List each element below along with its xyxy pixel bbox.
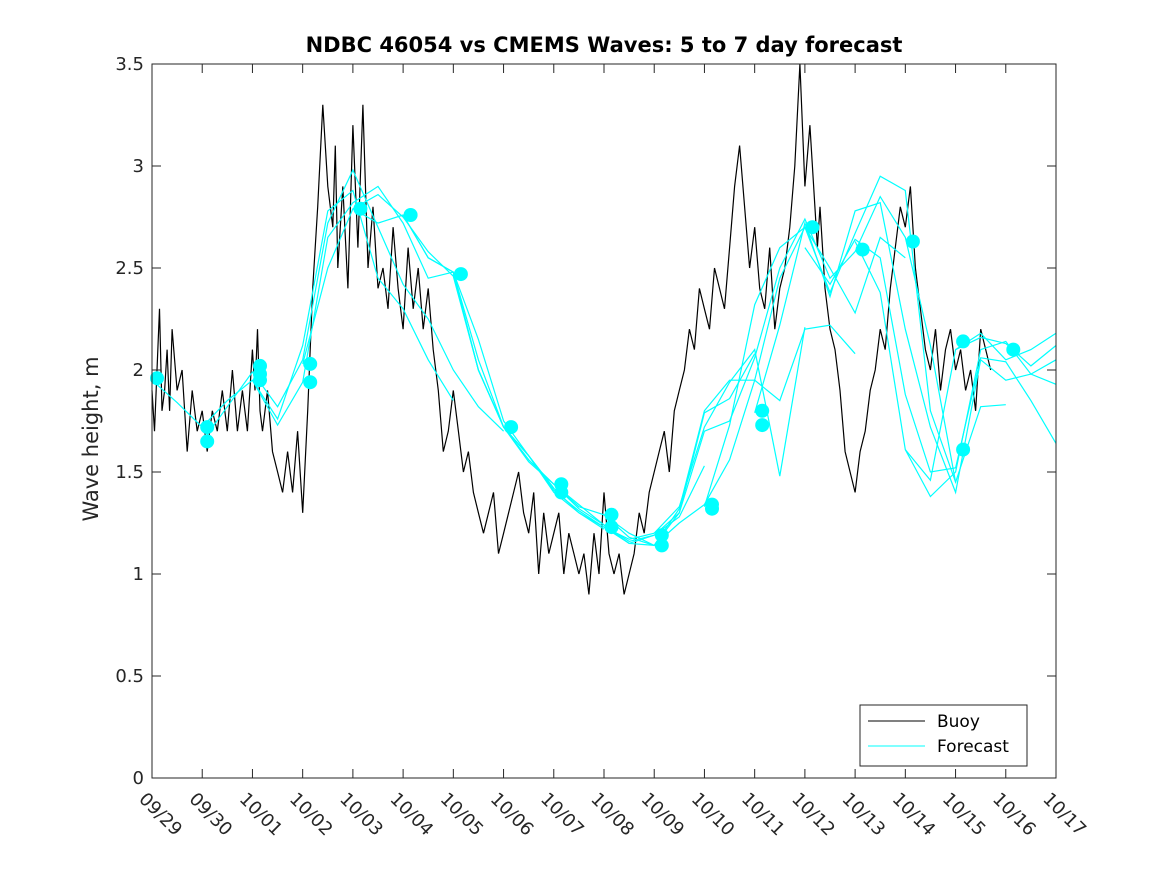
forecast-marker [200, 434, 215, 449]
forecast-series-line-15 [854, 241, 1057, 498]
forecast-marker [654, 528, 669, 543]
y-tick-label: 3 [133, 156, 144, 177]
forecast-marker [905, 234, 920, 249]
forecast-marker [1006, 342, 1021, 357]
legend-box [859, 704, 1028, 767]
forecast-marker [504, 420, 519, 435]
y-tick-label: 0 [133, 768, 144, 789]
chart-title: NDBC 46054 vs CMEMS Waves: 5 to 7 day fo… [306, 33, 903, 57]
forecast-series-line-17 [955, 336, 1057, 367]
forecast-marker [453, 267, 468, 282]
forecast-series-line-2 [201, 168, 505, 442]
forecast-marker [604, 520, 619, 535]
forecast-series-line-13 [754, 201, 1057, 495]
y-tick-labels: 0 0.5 1 1.5 2 2.5 3 3.5 [115, 54, 144, 789]
marker-layer [150, 201, 1021, 553]
forecast-marker [805, 220, 820, 235]
buoy-series-line [151, 63, 992, 595]
y-tick-label: 3.5 [115, 54, 144, 75]
legend-forecast-label: Forecast [937, 737, 1009, 757]
forecast-marker [403, 208, 418, 222]
forecast-marker [554, 485, 569, 500]
forecast-marker [200, 420, 215, 435]
forecast-marker [303, 356, 318, 371]
y-tick-label: 1 [133, 564, 144, 585]
forecast-marker [654, 538, 669, 553]
forecast-series-line-12 [703, 175, 1006, 507]
forecast-marker [604, 507, 619, 522]
forecast-series-line-8 [503, 327, 806, 540]
forecast-marker [253, 367, 267, 382]
y-tick-label: 0.5 [115, 666, 144, 687]
y-axis-label: Wave height, m [79, 356, 103, 521]
series-layer [151, 63, 1057, 595]
forecast-series-line-16 [904, 332, 1057, 482]
forecast-marker [150, 371, 164, 386]
forecast-marker [755, 403, 770, 418]
axes-layer [151, 63, 1057, 779]
forecast-series-line-10 [603, 225, 906, 547]
forecast-marker [353, 201, 368, 216]
forecast-marker [956, 442, 971, 457]
forecast-marker [705, 501, 719, 516]
legend: Buoy Forecast [859, 704, 1028, 767]
forecast-series-line-11 [653, 195, 957, 536]
forecast-marker [855, 242, 870, 257]
y-tick-label: 1.5 [115, 462, 144, 483]
legend-buoy-label: Buoy [937, 712, 980, 732]
y-tick-label: 2 [133, 360, 144, 381]
forecast-series-line-3 [251, 185, 555, 489]
forecast-marker [303, 375, 318, 390]
forecast-marker [956, 334, 971, 349]
forecast-marker [755, 418, 770, 433]
y-tick-label: 2.5 [115, 258, 144, 279]
forecast-series-line-14 [804, 238, 1057, 473]
plot-area [152, 64, 1056, 778]
